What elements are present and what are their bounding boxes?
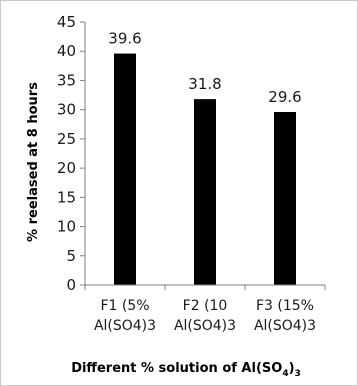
y-tick-label: 10 [57,218,76,236]
y-axis-title: % reelased at 8 hours [26,82,41,242]
x-tick-label: Al(SO4)3 [94,318,156,334]
bar [194,99,216,285]
y-tick-label: 20 [57,159,76,177]
y-axis: 0 5 10 15 20 25 30 35 40 45 [57,13,86,294]
x-tick-label: Al(SO4)3 [254,318,316,334]
data-label: 39.6 [108,30,141,48]
bar [274,112,296,285]
x-tick-label: F2 (10 [183,298,228,314]
y-tick-label: 5 [66,247,76,265]
x-axis: F1 (5% Al(SO4)3 F2 (10 Al(SO4)3 F3 (15% Al(SO… [84,284,326,334]
x-axis-title-close: ) [289,361,295,376]
x-axis-title: Different % solution of Al(SO4)3 [71,361,301,379]
y-tick-label: 35 [57,71,76,89]
x-tick-label: Al(SO4)3 [174,318,236,334]
y-tick-label: 45 [57,13,76,31]
y-tick-label: 40 [57,42,76,60]
y-tick-label: 30 [57,101,76,119]
y-tick-label: 25 [57,130,76,148]
x-axis-title-subscript-2: 3 [295,369,301,379]
data-label: 31.8 [188,75,221,93]
x-tick-label: F3 (15% [256,298,314,314]
x-axis-title-subscript: 4 [282,369,288,379]
bar [114,53,136,286]
bars: 39.6 31.8 29.6 [108,30,302,286]
y-tick-label: 15 [57,188,76,206]
y-tick-label: 0 [66,276,76,294]
data-label: 29.6 [268,88,301,106]
x-axis-title-main: Different % solution of Al(SO [71,361,282,376]
x-tick-label: F1 (5% [100,298,149,314]
